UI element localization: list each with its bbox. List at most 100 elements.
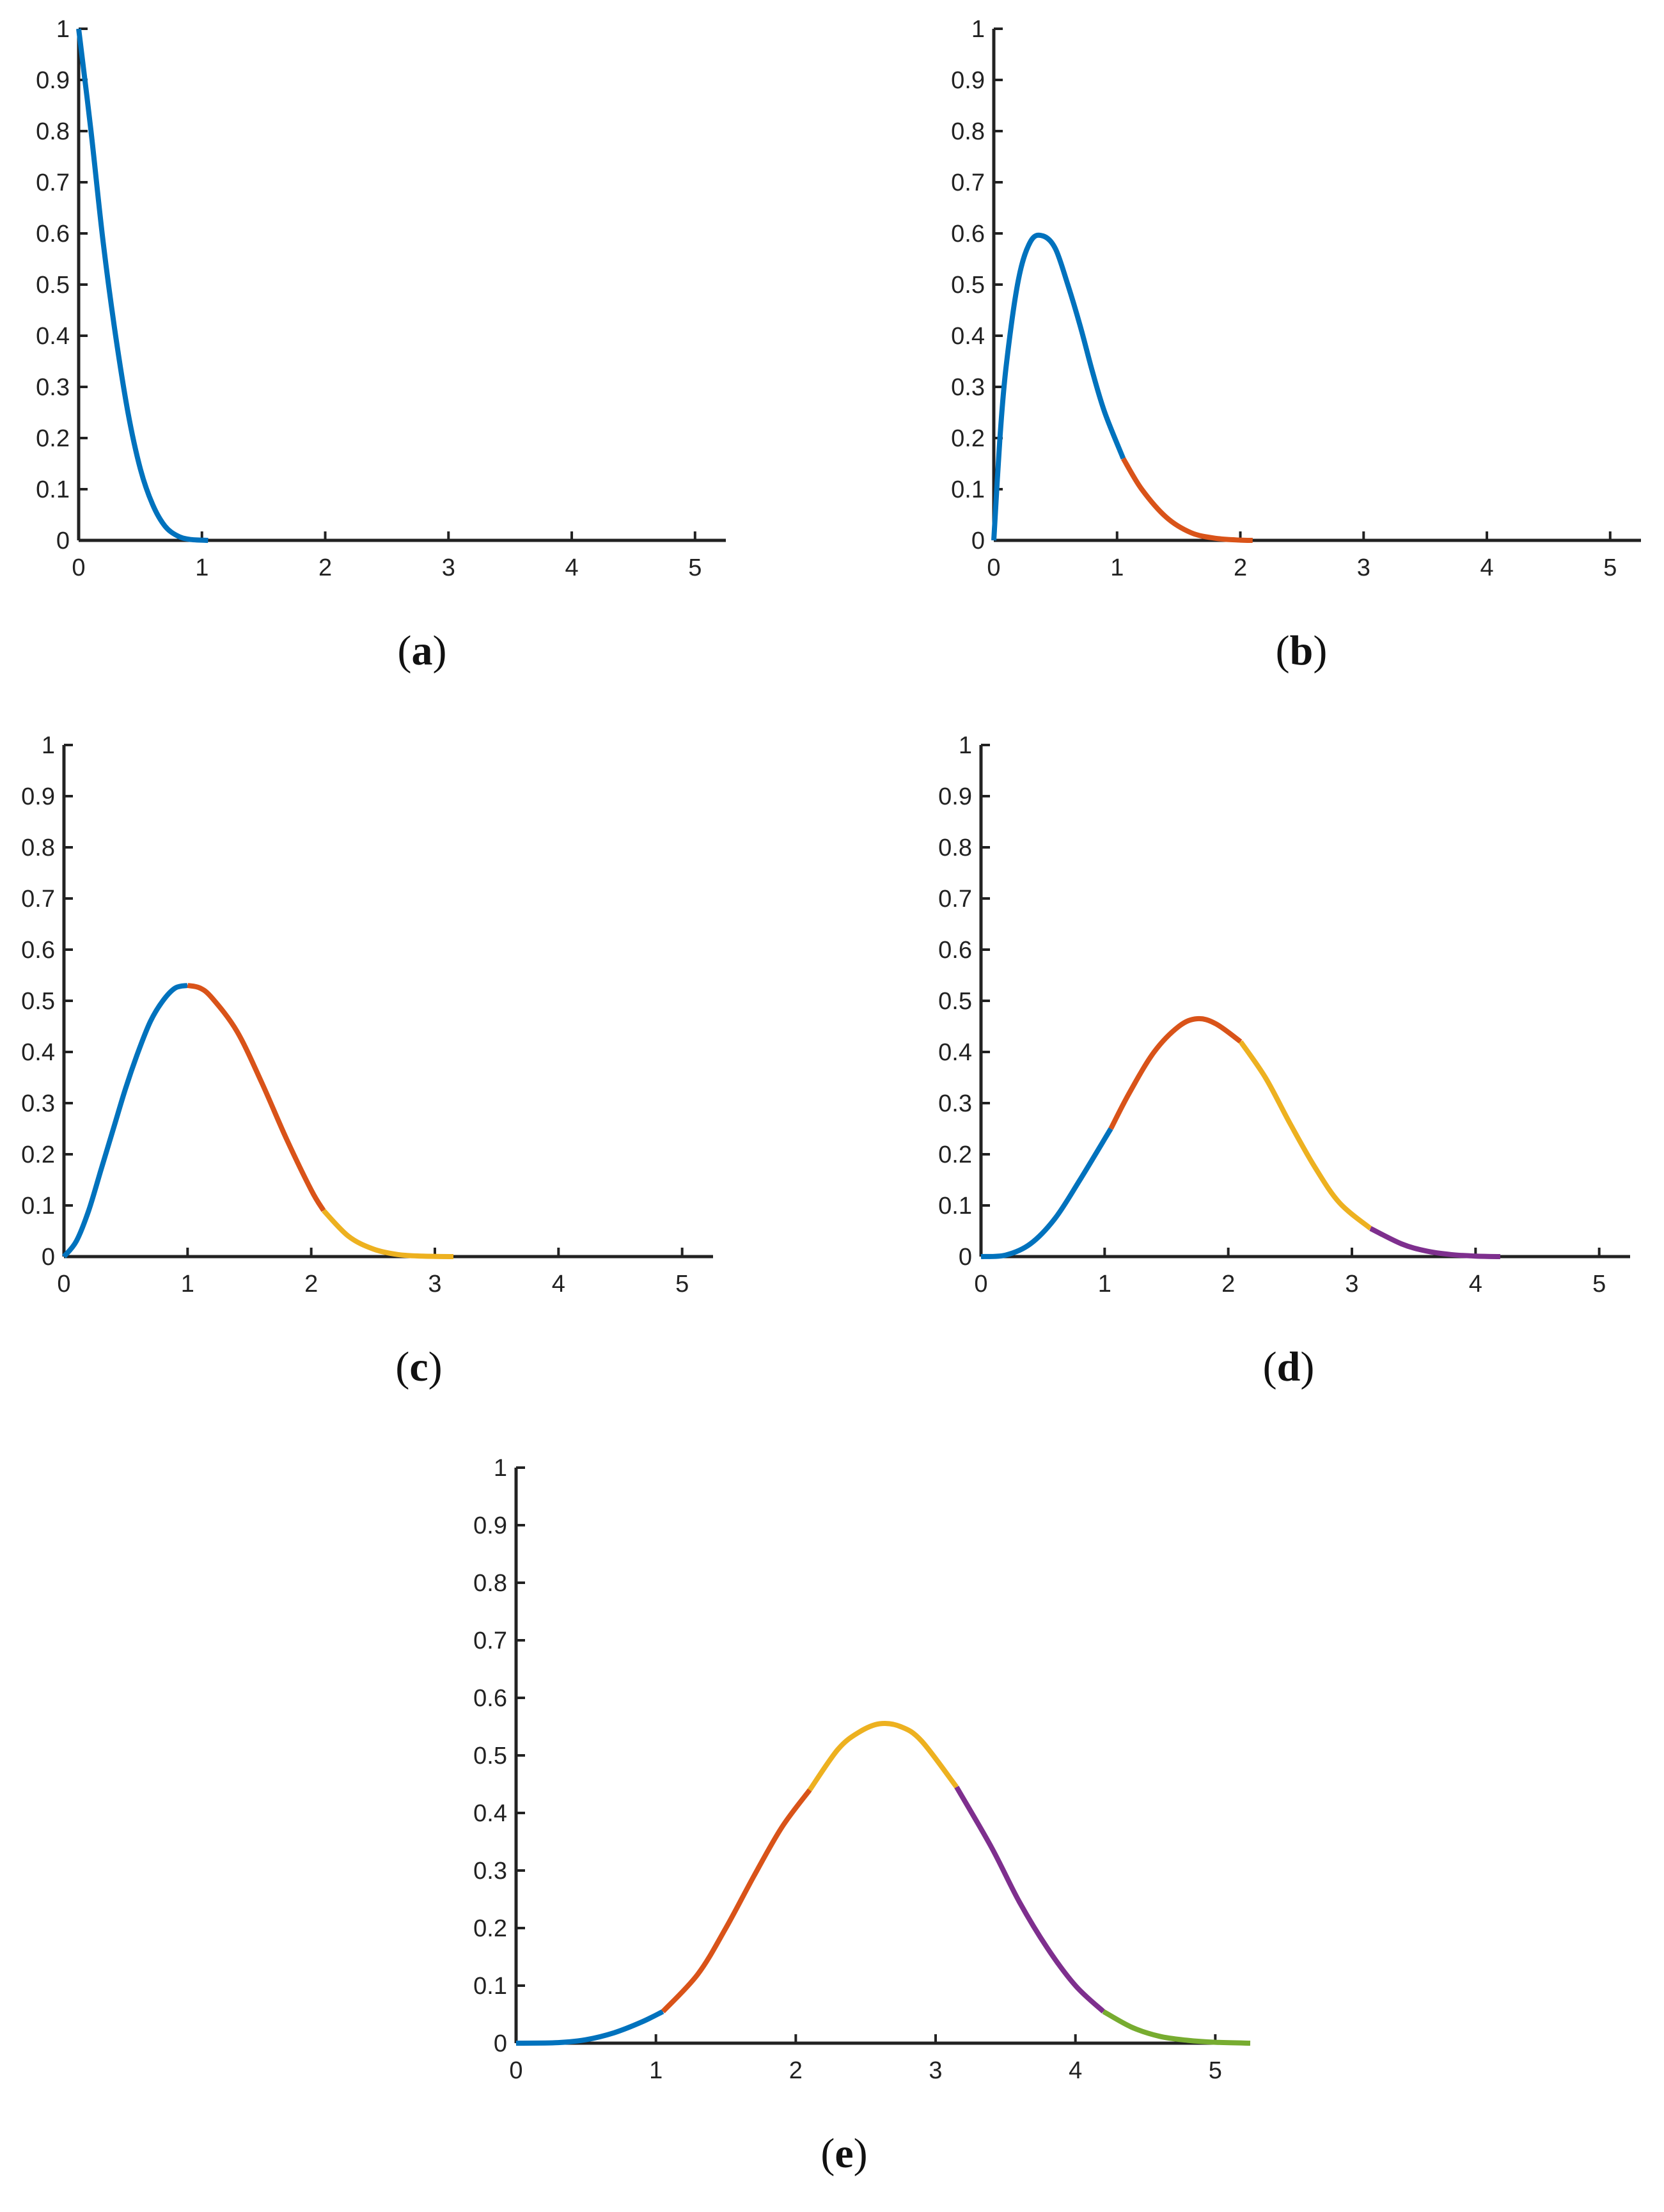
y-tick-label: 0.3 [473,1858,507,1885]
y-tick-label: 0.1 [473,1973,507,2000]
y-tick-label: 0.3 [36,374,70,401]
y-tick-label: 0 [42,1244,55,1271]
x-tick-label: 1 [1110,554,1124,581]
y-tick-label: 1 [971,16,985,43]
y-tick-label: 0.6 [473,1685,507,1712]
y-tick-label: 0.3 [951,374,985,401]
series-line-3 [1238,1040,1372,1231]
x-tick-label: 2 [304,1271,318,1298]
y-tick-label: 1 [56,16,70,43]
y-tick-label: 0.8 [473,1570,507,1597]
x-tick-label: 2 [789,2057,803,2084]
y-tick-label: 1 [959,732,972,759]
chart-b-svg: 0 0.1 0.2 0.3 0.4 0.5 0.6 0.7 0.8 0.9 1 0 1 2 3 4 5 [951,16,1641,581]
y-tick-label: 0.9 [36,67,70,94]
y-tick-label: 0.4 [473,1800,507,1827]
y-tick-label: 0.3 [21,1090,55,1117]
series-line-3 [807,1720,959,1792]
y-tick-label: 0.9 [473,1512,507,1539]
y-tick-label: 0.9 [938,783,972,810]
y-tick-label: 0.8 [21,835,55,861]
y-tick-label: 0.4 [938,1039,972,1066]
y-tick-label: 0.5 [473,1743,507,1769]
y-tick-label: 0.4 [21,1039,55,1066]
y-tick-label: 0.7 [21,886,55,913]
y-tick-label: 0.1 [36,476,70,503]
y-tick-label: 0.6 [36,221,70,247]
y-tick-label: 0.8 [36,118,70,145]
chart-panel-e: 0 0.1 0.2 0.3 0.4 0.5 0.6 0.7 0.8 0.9 1 0 1 2 3 4 5 [416,1439,1251,2142]
series-line-2 [187,983,326,1212]
x-tick-label: 4 [1069,2057,1082,2084]
series-line-1 [515,2009,664,2046]
x-tick-label: 3 [1345,1271,1358,1298]
x-tick-label: 1 [1098,1271,1111,1298]
series-line-1 [61,983,189,1259]
x-tick-label: 4 [565,554,578,581]
x-tick-label: 4 [1480,554,1493,581]
x-tick-label: 5 [688,554,702,581]
x-tick-label: 0 [72,554,85,581]
y-tick-label: 1 [494,1455,507,1482]
y-tick-label: 0.7 [473,1628,507,1654]
series-line-2 [1120,457,1253,543]
y-tick-label: 0.7 [938,886,972,913]
x-tick-label: 2 [318,554,332,581]
series-line-3 [322,1209,454,1259]
x-tick-label: 5 [1603,554,1617,581]
x-tick-label: 0 [57,1271,70,1298]
x-tick-label: 2 [1234,554,1247,581]
x-tick-label: 3 [1357,554,1370,581]
y-tick-label: 0.8 [938,835,972,861]
x-tick-label: 4 [552,1271,565,1298]
y-tick-label: 0.4 [36,323,70,350]
chart-panel-a: 0 0.1 0.2 0.3 0.4 0.5 0.6 0.7 0.8 0.9 1 0 1 2 3 4 5 [0,0,832,703]
y-tick-label: 0.5 [938,988,972,1015]
caption-a: (a) [397,627,447,674]
x-tick-label: 3 [929,2057,942,2084]
x-tick-label: 1 [195,554,208,581]
x-tick-label: 3 [442,554,455,581]
x-tick-label: 0 [974,1271,987,1298]
series-line-1 [980,1127,1113,1259]
y-tick-label: 0 [971,528,985,554]
y-tick-label: 0.2 [21,1141,55,1168]
y-tick-label: 0.8 [951,118,985,145]
caption-d: (d) [1262,1344,1315,1390]
y-tick-label: 0.1 [938,1193,972,1220]
x-tick-label: 0 [509,2057,522,2084]
y-tick-label: 0.9 [21,783,55,810]
caption-c: (c) [395,1344,443,1390]
series-line-4 [1369,1226,1501,1259]
y-tick-label: 0.6 [951,221,985,247]
y-tick-label: 0.2 [938,1141,972,1168]
y-tick-label: 0.2 [473,1915,507,1942]
y-tick-label: 0 [959,1244,972,1271]
y-tick-label: 0.1 [951,476,985,503]
chart-c-svg: 0 0.1 0.2 0.3 0.4 0.5 0.6 0.7 0.8 0.9 1 0 1 2 3 4 5 [21,732,713,1298]
chart-panel-c: 0 0.1 0.2 0.3 0.4 0.5 0.6 0.7 0.8 0.9 1 0 1 2 3 4 5 [0,716,832,1420]
y-tick-label: 0.3 [938,1090,972,1117]
chart-panel-b: 0 0.1 0.2 0.3 0.4 0.5 0.6 0.7 0.8 0.9 1 0 1 2 3 4 5 [832,0,1664,703]
chart-e-svg: 0 0.1 0.2 0.3 0.4 0.5 0.6 0.7 0.8 0.9 1 0 1 2 3 4 5 [473,1455,1251,2084]
chart-d-svg: 0 0.1 0.2 0.3 0.4 0.5 0.6 0.7 0.8 0.9 1 0 1 2 3 4 5 [938,732,1630,1298]
x-tick-label: 5 [675,1271,689,1298]
y-tick-label: 0.6 [938,937,972,964]
x-tick-label: 1 [181,1271,194,1298]
y-tick-label: 0.2 [951,425,985,452]
series-line-2 [661,1788,812,2014]
series-line-2 [1108,1016,1243,1130]
x-tick-label: 3 [428,1271,441,1298]
x-tick-label: 5 [1592,1271,1606,1298]
y-tick-label: 0 [494,2030,507,2057]
y-tick-label: 1 [42,732,55,759]
x-tick-label: 4 [1469,1271,1482,1298]
x-tick-label: 5 [1209,2057,1222,2084]
y-tick-label: 0.7 [951,169,985,196]
y-tick-label: 0.5 [21,988,55,1015]
y-tick-label: 0.7 [36,169,70,196]
y-tick-label: 0.9 [951,67,985,94]
series-line-1 [76,28,208,543]
series-line-5 [1102,2009,1251,2046]
x-tick-label: 0 [987,554,1000,581]
